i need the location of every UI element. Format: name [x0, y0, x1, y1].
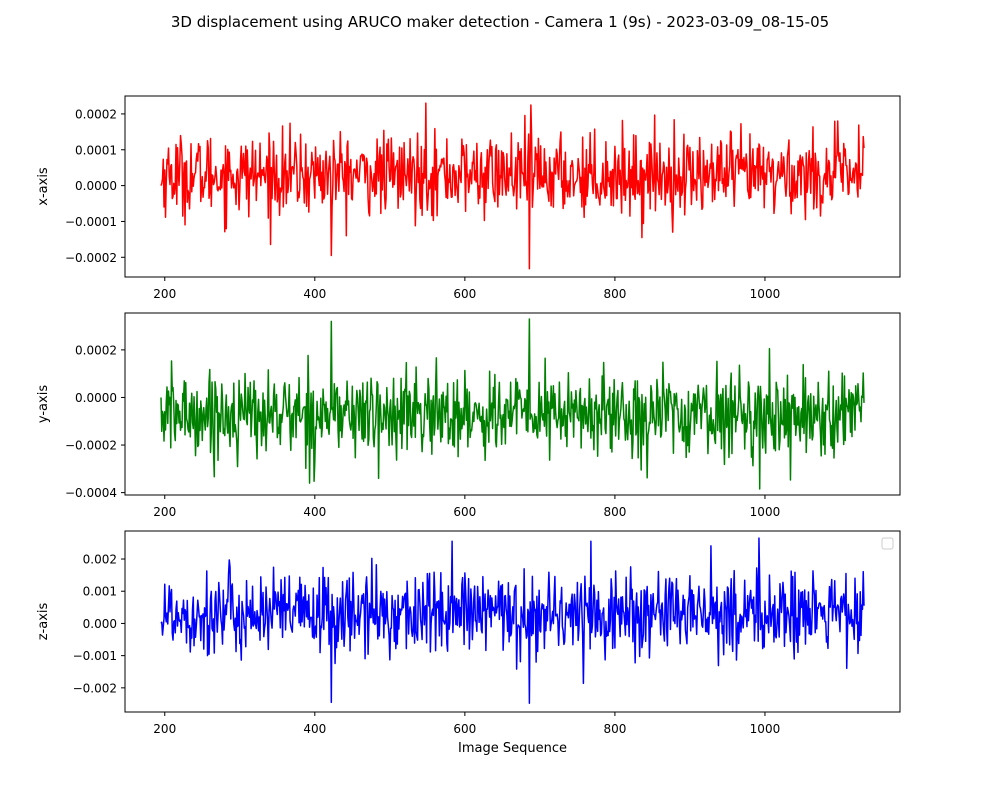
- y-tick-label: −0.0002: [65, 439, 117, 453]
- y-tick-label: 0.0001: [75, 143, 117, 157]
- x-tick-label: 600: [453, 505, 476, 519]
- subplot-y-axis: 200 400 600 800 1000 0.0002 0.0000 −0.0002 −0.00…: [36, 312, 901, 519]
- x-tick-label: 400: [303, 722, 326, 736]
- legend-box: [881, 537, 894, 550]
- x-tick-label: 200: [153, 505, 176, 519]
- y-tick-label: 0.0000: [75, 179, 117, 193]
- x-tick-label: 600: [453, 722, 476, 736]
- series-line: [160, 102, 865, 270]
- x-tick-label: 600: [453, 287, 476, 301]
- x-tick-label: 1000: [750, 722, 781, 736]
- y-tick-label: 0.001: [83, 585, 117, 599]
- y-axis-label: z-axis: [36, 602, 51, 640]
- x-tick-label: 200: [153, 287, 176, 301]
- x-tick-label: 800: [603, 505, 626, 519]
- y-tick-label: 0.0002: [75, 343, 117, 357]
- y-axis-label: x-axis: [36, 167, 51, 206]
- plot-frame: [124, 312, 901, 496]
- series-line: [160, 318, 865, 490]
- y-tick-label: −0.0004: [65, 486, 117, 500]
- x-tick-label: 800: [603, 287, 626, 301]
- subplot-z-axis: 200 400 600 800 1000 0.002 0.001 0.000 −0.001 −0.…: [36, 530, 901, 756]
- y-tick-label: −0.001: [73, 649, 117, 663]
- figure-title: 3D displacement using ARUCO maker detect…: [171, 13, 829, 32]
- y-tick-label: 0.002: [83, 553, 117, 567]
- plot-frame: [124, 95, 901, 278]
- x-tick-label: 1000: [750, 505, 781, 519]
- x-tick-label: 800: [603, 722, 626, 736]
- y-tick-label: −0.002: [73, 681, 117, 695]
- y-tick-label: 0.0000: [75, 391, 117, 405]
- x-tick-label: 400: [303, 287, 326, 301]
- y-tick-label: 0.000: [83, 617, 117, 631]
- y-tick-label: −0.0001: [65, 215, 117, 229]
- y-tick-label: 0.0002: [75, 107, 117, 121]
- subplot-x-axis: 200 400 600 800 1000 0.0002 0.0001 0.0000 −0.000…: [36, 95, 901, 301]
- x-axis-label: Image Sequence: [458, 741, 567, 756]
- series-line: [160, 537, 865, 705]
- x-tick-label: 1000: [750, 287, 781, 301]
- x-tick-label: 400: [303, 505, 326, 519]
- y-axis-label: y-axis: [36, 385, 51, 423]
- y-tick-label: −0.0002: [65, 251, 117, 265]
- x-tick-label: 200: [153, 722, 176, 736]
- plot-frame: [124, 530, 901, 713]
